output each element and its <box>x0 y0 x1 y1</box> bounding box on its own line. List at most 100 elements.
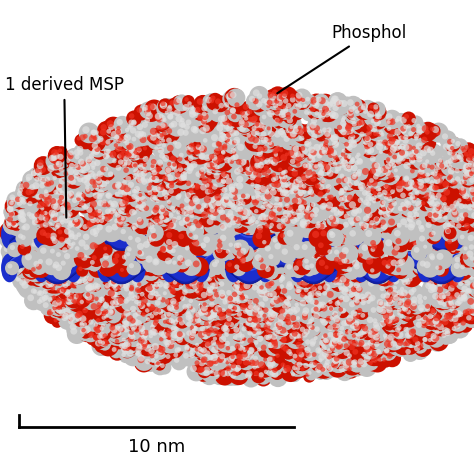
Circle shape <box>231 136 248 154</box>
Circle shape <box>138 337 145 344</box>
Circle shape <box>153 224 172 243</box>
Circle shape <box>402 306 408 312</box>
Circle shape <box>381 309 386 314</box>
Circle shape <box>210 283 215 288</box>
Circle shape <box>320 288 334 302</box>
Circle shape <box>267 231 278 243</box>
Circle shape <box>105 247 110 253</box>
Circle shape <box>180 233 185 238</box>
Circle shape <box>128 234 144 250</box>
Circle shape <box>340 100 347 107</box>
Circle shape <box>396 267 401 273</box>
Circle shape <box>198 346 215 363</box>
Circle shape <box>164 172 182 189</box>
Circle shape <box>365 292 372 299</box>
Circle shape <box>363 254 383 274</box>
Circle shape <box>337 335 354 351</box>
Circle shape <box>162 246 174 258</box>
Circle shape <box>315 239 331 256</box>
Circle shape <box>105 204 125 224</box>
Circle shape <box>293 179 299 184</box>
Circle shape <box>298 143 312 158</box>
Circle shape <box>349 356 365 373</box>
Circle shape <box>114 275 118 280</box>
Circle shape <box>334 122 349 137</box>
Circle shape <box>126 241 131 247</box>
Circle shape <box>171 221 191 240</box>
Circle shape <box>39 166 46 173</box>
Circle shape <box>429 184 435 191</box>
Circle shape <box>436 227 454 245</box>
Circle shape <box>214 227 220 233</box>
Circle shape <box>283 191 290 197</box>
Circle shape <box>269 223 274 227</box>
Circle shape <box>83 244 89 250</box>
Circle shape <box>148 206 167 224</box>
Circle shape <box>150 166 157 173</box>
Circle shape <box>159 114 164 118</box>
Circle shape <box>454 265 474 285</box>
Circle shape <box>192 195 199 202</box>
Circle shape <box>301 210 319 228</box>
Circle shape <box>310 192 315 197</box>
Circle shape <box>417 299 423 304</box>
Circle shape <box>368 361 373 365</box>
Circle shape <box>288 321 305 337</box>
Circle shape <box>219 335 226 343</box>
Circle shape <box>271 244 277 251</box>
Circle shape <box>275 255 282 263</box>
Circle shape <box>470 256 474 261</box>
Circle shape <box>108 172 113 177</box>
Circle shape <box>181 208 197 224</box>
Circle shape <box>191 310 208 328</box>
Circle shape <box>103 244 109 249</box>
Circle shape <box>399 298 404 303</box>
Circle shape <box>470 189 474 196</box>
Circle shape <box>91 255 97 260</box>
Ellipse shape <box>194 254 209 282</box>
Circle shape <box>330 322 343 335</box>
Circle shape <box>65 172 82 189</box>
Circle shape <box>307 263 323 279</box>
Circle shape <box>280 233 285 238</box>
Circle shape <box>398 146 402 149</box>
Circle shape <box>182 309 199 326</box>
Circle shape <box>225 341 230 346</box>
Circle shape <box>427 146 434 153</box>
Circle shape <box>304 224 309 228</box>
Circle shape <box>211 301 230 320</box>
Circle shape <box>324 164 330 171</box>
Circle shape <box>380 202 385 207</box>
Circle shape <box>286 115 291 120</box>
Circle shape <box>184 269 204 289</box>
Circle shape <box>358 182 365 189</box>
Circle shape <box>151 210 155 214</box>
Circle shape <box>185 99 198 112</box>
Circle shape <box>308 319 313 323</box>
Circle shape <box>82 280 102 301</box>
Circle shape <box>299 304 319 323</box>
Circle shape <box>69 263 90 284</box>
Circle shape <box>248 237 262 251</box>
Circle shape <box>196 123 216 144</box>
Circle shape <box>330 98 337 104</box>
Circle shape <box>272 150 284 163</box>
Circle shape <box>397 154 403 161</box>
Circle shape <box>302 307 309 314</box>
Circle shape <box>328 300 333 304</box>
Circle shape <box>81 272 86 278</box>
Circle shape <box>301 148 308 154</box>
Circle shape <box>362 328 369 334</box>
Circle shape <box>112 281 124 292</box>
Circle shape <box>92 283 107 298</box>
Circle shape <box>325 188 330 193</box>
Circle shape <box>387 310 393 316</box>
Circle shape <box>379 279 383 283</box>
Circle shape <box>339 195 346 202</box>
Circle shape <box>122 138 136 152</box>
Circle shape <box>464 202 474 219</box>
Circle shape <box>292 283 310 301</box>
Circle shape <box>310 161 326 178</box>
Circle shape <box>260 320 280 339</box>
Circle shape <box>339 188 344 192</box>
